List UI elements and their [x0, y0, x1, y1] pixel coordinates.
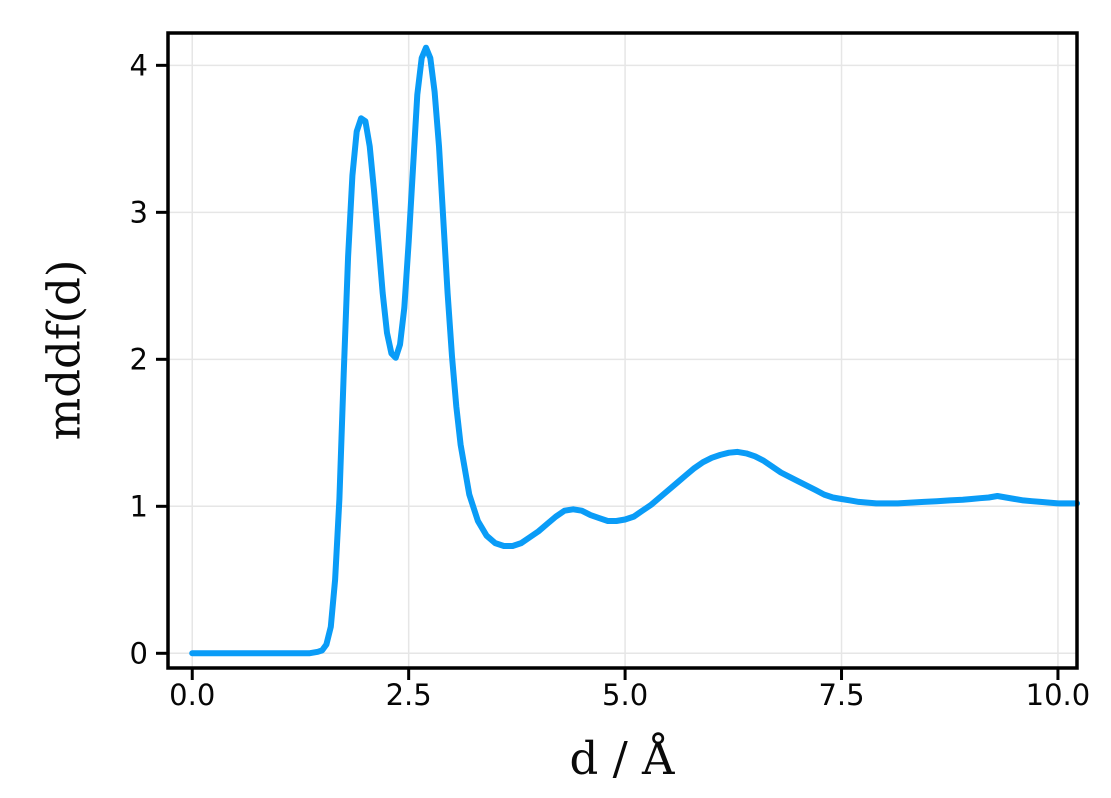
y-axis-label: mddf(d) [37, 259, 91, 441]
y-tick-label: 1 [130, 489, 148, 523]
plot-frame [166, 31, 1079, 670]
x-tick-label: 0.0 [169, 678, 215, 712]
x-tick-labels: 0.0 2.5 5.0 7.5 10.0 [169, 678, 1090, 712]
mddf-curve [189, 44, 1080, 657]
x-axis-label: d / Å [569, 732, 675, 785]
tick-marks [156, 63, 1060, 680]
grid-lines [168, 33, 1077, 668]
y-tick-label: 4 [130, 48, 148, 82]
x-tick-label: 5.0 [602, 678, 648, 712]
x-tick-label: 7.5 [818, 678, 864, 712]
y-tick-labels: 0 1 2 3 4 [130, 48, 148, 670]
y-tick-label: 2 [130, 342, 148, 376]
x-tick-label: 10.0 [1026, 678, 1091, 712]
y-tick-label: 0 [130, 636, 148, 670]
data-series [189, 44, 1080, 657]
y-tick-label: 3 [130, 195, 148, 229]
x-tick-label: 2.5 [386, 678, 432, 712]
axes-frame [166, 31, 1079, 670]
